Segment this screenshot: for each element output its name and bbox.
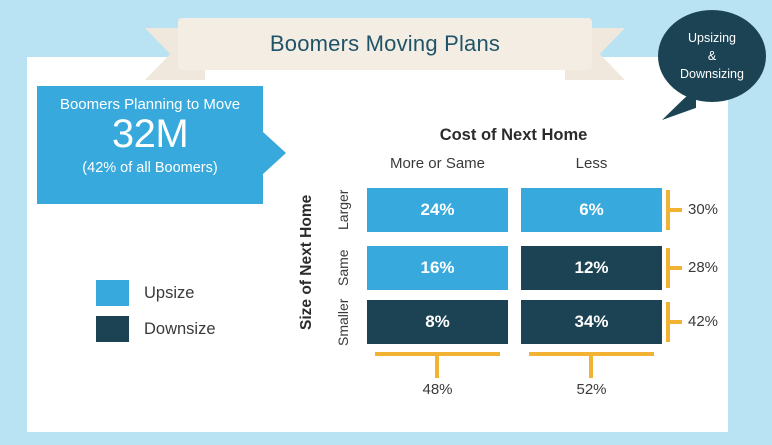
cell-same-less: 12% xyxy=(521,246,662,290)
chart-legend: Upsize Downsize xyxy=(96,280,216,342)
callout-value: 32M xyxy=(111,111,189,156)
column-axis-title: Cost of Next Home xyxy=(439,126,588,144)
badge-line-2: & xyxy=(707,48,717,63)
column-header-less: Less xyxy=(575,155,608,172)
column-total-bracket-more-or-same xyxy=(375,352,500,378)
page-title: Boomers Moving Plans xyxy=(269,31,501,56)
cell-smaller-less: 34% xyxy=(521,300,662,344)
legend-item-upsize: Upsize xyxy=(96,280,216,306)
cell-smaller-more-or-same: 8% xyxy=(367,300,508,344)
bracket-arm xyxy=(666,320,682,324)
ribbon-body xyxy=(178,18,592,70)
legend-label-upsize: Upsize xyxy=(144,283,195,302)
title-ribbon: Boomers Moving Plans xyxy=(145,18,625,80)
row-total-larger: 30% xyxy=(688,201,719,218)
legend-item-downsize: Downsize xyxy=(96,316,216,342)
row-total-same: 28% xyxy=(688,259,719,276)
row-header-same: Same xyxy=(335,249,351,287)
row-header-larger: Larger xyxy=(335,189,351,231)
badge-line-1: Upsizing xyxy=(688,30,736,45)
badge-line-3: Downsizing xyxy=(680,67,744,82)
row-total-smaller: 42% xyxy=(688,313,719,330)
column-total-bracket-less xyxy=(529,352,654,378)
legend-label-downsize: Downsize xyxy=(144,319,216,338)
column-total-more-or-same: 48% xyxy=(422,381,453,398)
column-header-more-or-same: More or Same xyxy=(389,155,486,172)
column-total-less: 52% xyxy=(576,381,607,398)
bracket-arm xyxy=(666,208,682,212)
row-total-bracket-same xyxy=(666,248,682,288)
bracket-stem xyxy=(589,352,593,378)
callout-sub: (42% of all Boomers) xyxy=(82,160,218,177)
legend-swatch-upsize xyxy=(96,280,129,306)
row-total-bracket-larger xyxy=(666,190,682,230)
stat-callout: Boomers Planning to Move 32M (42% of all… xyxy=(37,86,263,204)
cell-larger-less: 6% xyxy=(521,188,662,232)
row-header-smaller: Smaller xyxy=(335,298,351,346)
bracket-stem xyxy=(435,352,439,378)
category-badge: Upsizing & Downsizing xyxy=(658,10,766,102)
callout-lead: Boomers Planning to Move xyxy=(59,96,241,113)
row-total-bracket-smaller xyxy=(666,302,682,342)
row-axis-title: Size of Next Home xyxy=(298,194,315,330)
bracket-arm xyxy=(666,266,682,270)
cell-same-more-or-same: 16% xyxy=(367,246,508,290)
legend-swatch-downsize xyxy=(96,316,129,342)
cell-larger-more-or-same: 24% xyxy=(367,188,508,232)
